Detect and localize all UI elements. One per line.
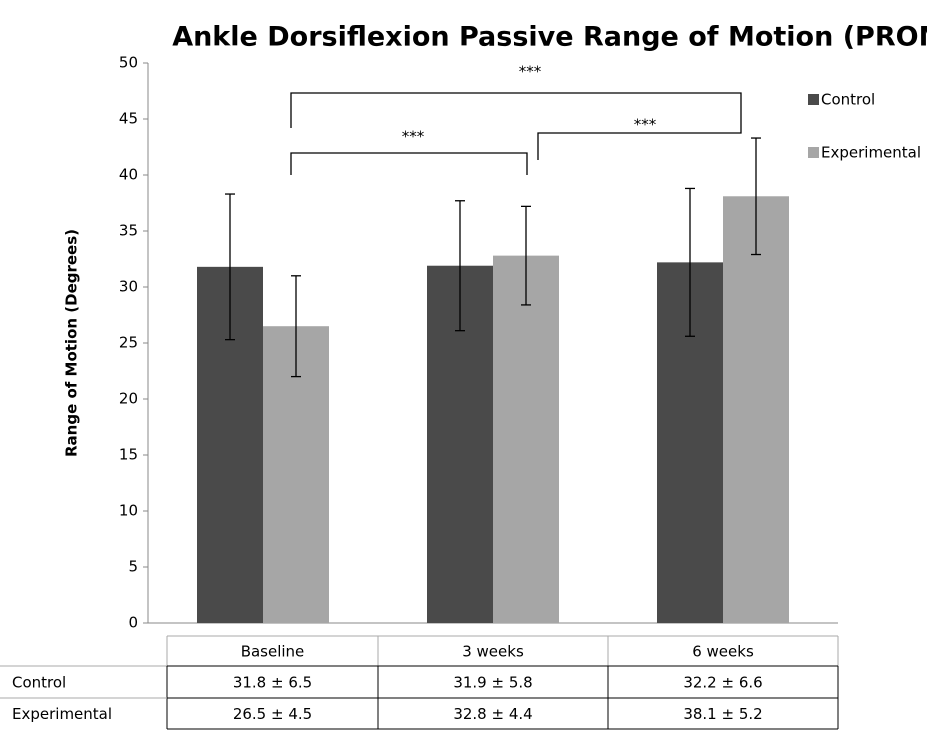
- chart-title: Ankle Dorsiflexion Passive Range of Moti…: [172, 22, 927, 53]
- y-tick-label: 30: [119, 278, 138, 296]
- annotation: ***: [519, 63, 542, 81]
- table-cell: 38.1 ± 5.2: [683, 705, 762, 723]
- y-tick-label: 20: [119, 390, 138, 408]
- annotation: ***: [634, 116, 657, 134]
- table-row-label: Control: [12, 674, 66, 692]
- y-tick-label: 25: [119, 334, 138, 352]
- y-axis-label: Range of Motion (Degrees): [63, 229, 81, 457]
- table-header: 3 weeks: [462, 643, 524, 661]
- y-tick-label: 0: [128, 614, 138, 632]
- y-tick-label: 35: [119, 222, 138, 240]
- significance-bracket: [537, 128, 742, 160]
- table-cell: 26.5 ± 4.5: [233, 705, 312, 723]
- legend-swatch: [808, 147, 819, 158]
- significance-bracket: [290, 152, 528, 175]
- table-header: 6 weeks: [692, 643, 754, 661]
- significance-bracket: [290, 92, 742, 128]
- table-cell: 32.8 ± 4.4: [453, 705, 532, 723]
- legend-label: Experimental: [821, 144, 921, 162]
- annotation: ***: [402, 128, 425, 146]
- table-cell: 31.8 ± 6.5: [233, 674, 312, 692]
- y-tick-label: 40: [119, 166, 138, 184]
- table-row-label: Experimental: [12, 705, 112, 723]
- table-header: Baseline: [241, 643, 305, 661]
- bar: [493, 255, 559, 623]
- y-tick-label: 5: [128, 558, 138, 576]
- legend-swatch: [808, 94, 819, 105]
- y-tick-label: 10: [119, 502, 138, 520]
- y-tick-label: 45: [119, 110, 138, 128]
- bar: [723, 196, 789, 623]
- table-cell: 32.2 ± 6.6: [683, 674, 762, 692]
- table-cell: 31.9 ± 5.8: [453, 674, 532, 692]
- y-tick-label: 15: [119, 446, 138, 464]
- y-tick-label: 50: [119, 54, 138, 72]
- legend-label: Control: [821, 91, 875, 109]
